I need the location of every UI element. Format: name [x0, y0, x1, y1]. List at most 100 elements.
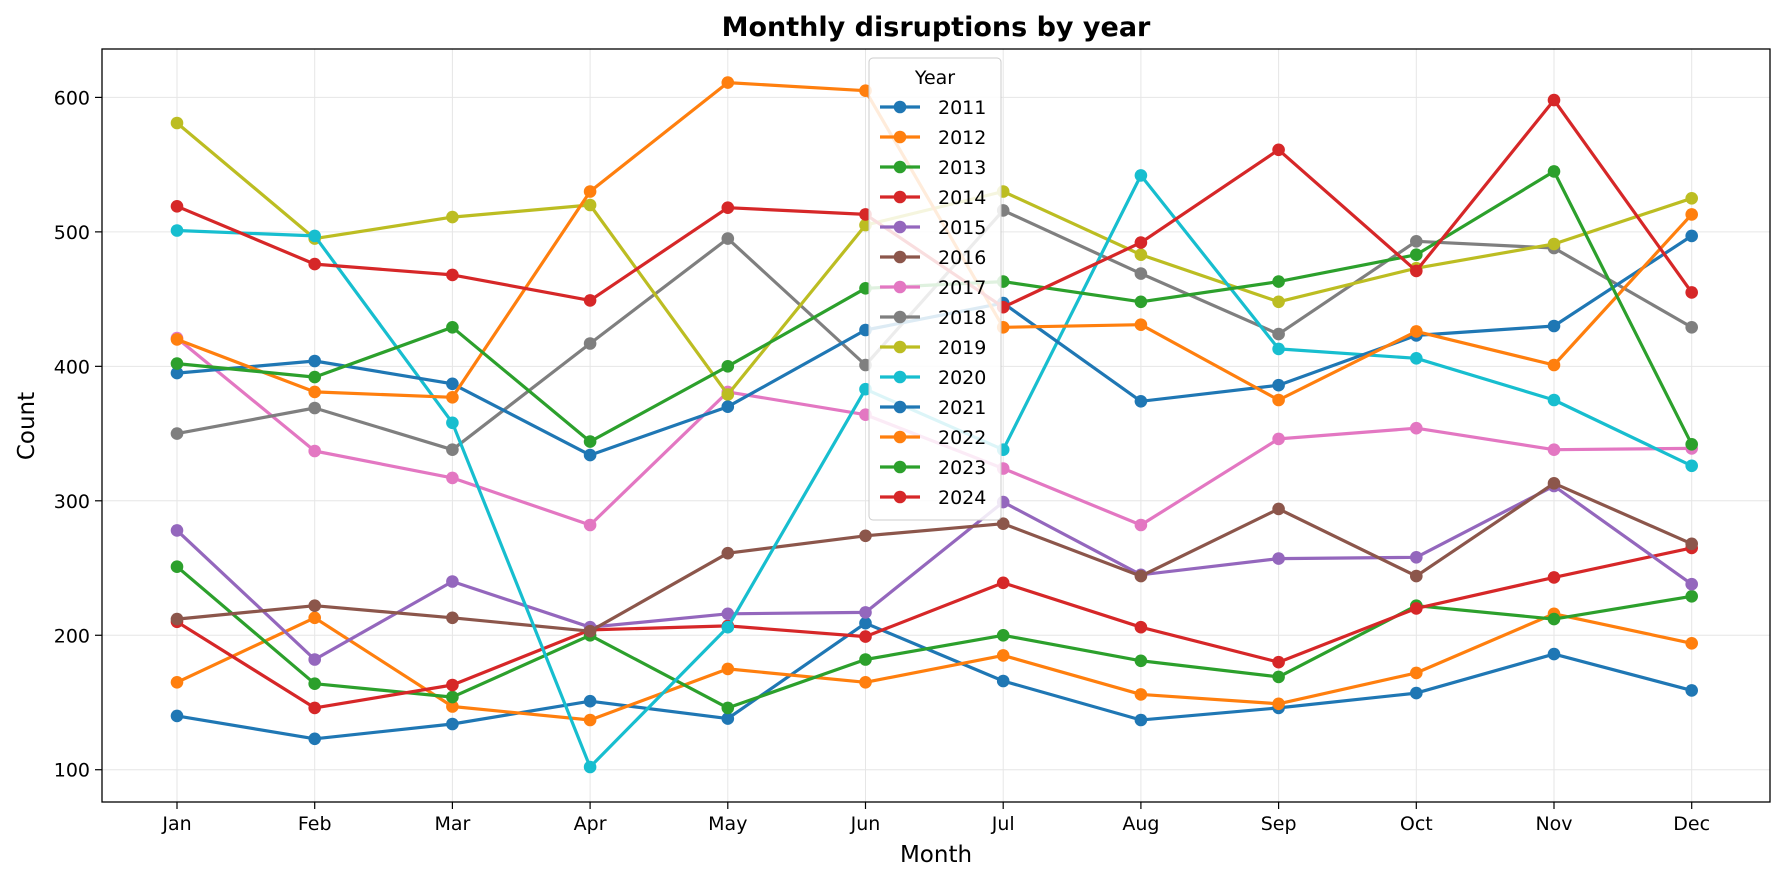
data-point	[170, 333, 184, 346]
legend-entry-label: 2017	[938, 277, 986, 299]
data-point	[1272, 502, 1285, 516]
data-point	[996, 517, 1010, 530]
data-point	[859, 606, 872, 619]
series-line	[176, 546, 1693, 710]
data-point	[1410, 551, 1423, 564]
data-point	[1685, 590, 1698, 603]
legend-entry-label: 2022	[938, 427, 986, 449]
x-tick-label: Apr	[574, 813, 607, 835]
data-point	[1547, 647, 1561, 661]
data-point	[721, 701, 735, 715]
data-point	[446, 611, 459, 625]
y-tick-label: 200	[54, 625, 90, 647]
data-point	[583, 435, 597, 448]
data-point	[1685, 637, 1698, 650]
legend-entry-label: 2015	[938, 217, 986, 239]
legend-swatch-marker	[893, 280, 907, 294]
data-point	[1410, 602, 1423, 615]
data-point	[446, 377, 459, 391]
data-point	[1547, 93, 1561, 107]
data-point	[721, 662, 735, 676]
legend-entry-label: 2013	[938, 157, 986, 179]
data-point	[308, 444, 322, 458]
data-point	[1685, 577, 1698, 591]
series-2011	[170, 616, 1698, 746]
legend-entry-label: 2018	[938, 307, 986, 329]
data-point	[583, 337, 597, 350]
data-point	[1272, 295, 1285, 309]
data-point	[446, 717, 459, 731]
x-tick-label: Dec	[1673, 813, 1710, 835]
x-tick-label: Jun	[850, 813, 881, 835]
series-line	[175, 484, 1693, 662]
data-point	[308, 599, 322, 612]
legend-swatch-marker	[893, 130, 907, 144]
data-point	[859, 616, 872, 630]
data-point	[308, 653, 322, 666]
legend-swatch-marker	[893, 400, 907, 414]
legend-swatch-marker	[893, 190, 907, 204]
data-point	[1272, 393, 1285, 407]
series-line	[176, 621, 1693, 741]
data-point	[446, 210, 459, 224]
data-point	[1134, 620, 1148, 634]
data-point	[1272, 378, 1285, 392]
data-point	[1134, 169, 1148, 182]
data-point	[1134, 318, 1148, 332]
data-point	[170, 524, 184, 537]
series-line	[175, 565, 1692, 710]
x-axis-title: Month	[900, 842, 972, 868]
data-point	[1547, 393, 1561, 407]
x-tick-label: Aug	[1122, 813, 1159, 835]
data-point	[583, 518, 597, 532]
legend-swatch-marker	[893, 490, 907, 504]
legend-entry-label: 2011	[938, 97, 986, 119]
legend-swatch-marker	[893, 460, 907, 474]
data-point	[1134, 248, 1148, 261]
data-point	[308, 732, 322, 746]
data-point	[1272, 143, 1285, 157]
data-point	[1410, 325, 1423, 338]
data-point	[1272, 275, 1285, 288]
data-point	[1410, 264, 1423, 278]
data-point	[996, 674, 1010, 688]
data-point	[1272, 342, 1285, 356]
data-point	[1547, 477, 1561, 490]
data-point	[1410, 569, 1423, 583]
data-point	[1410, 686, 1423, 700]
legend-entry-label: 2024	[938, 487, 986, 509]
axes: Jan Feb Mar Apr May Jun Jul Aug Sep Oct Nov Dec 100 2…	[54, 87, 1710, 835]
chart-title: Monthly disruptions by year	[722, 12, 1151, 43]
data-point	[308, 701, 322, 715]
data-point	[721, 400, 735, 414]
legend-entry-label: 2020	[938, 367, 986, 389]
data-point	[1272, 655, 1285, 669]
data-point	[308, 257, 322, 271]
data-point	[1134, 295, 1148, 309]
data-point	[721, 232, 735, 245]
data-point	[1134, 236, 1148, 249]
data-point	[446, 700, 459, 713]
data-point	[308, 611, 322, 625]
y-tick-label: 100	[54, 760, 90, 782]
data-point	[170, 560, 184, 573]
data-point	[446, 443, 459, 457]
series-line	[176, 612, 1693, 722]
data-point	[1134, 713, 1148, 727]
data-point	[721, 546, 735, 560]
data-point	[1134, 688, 1148, 701]
data-point	[308, 354, 322, 368]
data-point	[859, 630, 872, 643]
data-point	[721, 712, 735, 725]
data-point	[583, 198, 597, 212]
legend-swatch-marker	[893, 310, 907, 324]
data-point	[1685, 438, 1698, 451]
data-point	[308, 370, 322, 384]
data-point	[1685, 459, 1698, 473]
data-point	[1272, 670, 1285, 684]
data-point	[1685, 684, 1698, 697]
data-point	[170, 200, 184, 213]
legend-swatch-marker	[893, 220, 907, 234]
data-point	[1547, 612, 1561, 626]
